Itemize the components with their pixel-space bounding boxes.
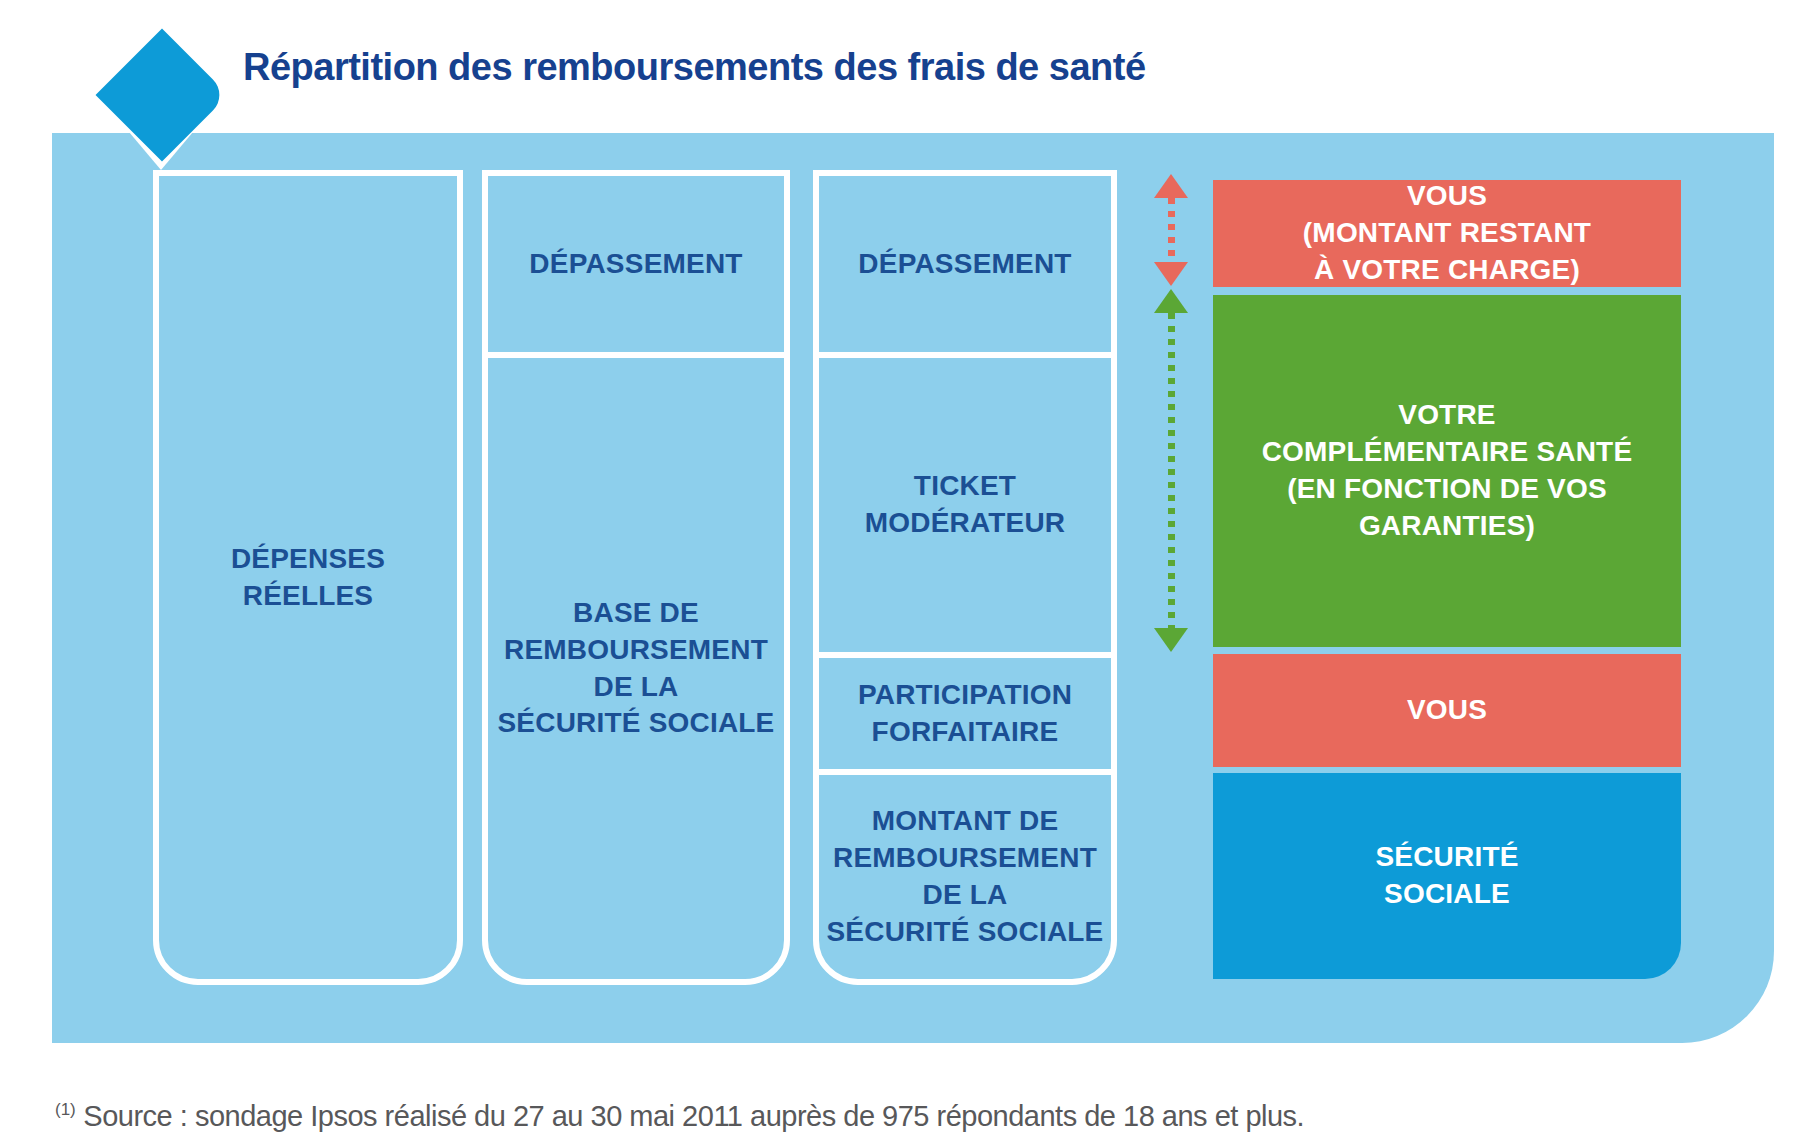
region-depenses-reelles: DÉPENSES RÉELLES [159, 176, 457, 979]
infographic-canvas: Répartition des remboursements des frais… [0, 0, 1814, 1142]
arrow-down-icon [1154, 628, 1188, 652]
column-detail-frais: DÉPASSEMENT TICKET MODÉRATEUR PARTICIPAT… [813, 170, 1117, 985]
region-participation-forfaitaire: PARTICIPATION FORFAITAIRE [819, 658, 1111, 769]
region-label: MONTANT DE REMBOURSEMENT DE LA SÉCURITÉ … [826, 803, 1103, 951]
region-label: TICKET MODÉRATEUR [865, 468, 1066, 542]
footnote-text: Source : sondage Ipsos réalisé du 27 au … [76, 1100, 1304, 1132]
dotted-line [1168, 313, 1175, 628]
payer-block-vous: VOUS [1213, 654, 1681, 767]
column-depenses-reelles: DÉPENSES RÉELLES [153, 170, 463, 985]
arrow-up-icon [1154, 174, 1188, 198]
region-label: BASE DE REMBOURSEMENT DE LA SÉCURITÉ SOC… [497, 595, 774, 743]
payer-label: VOTRE COMPLÉMENTAIRE SANTÉ (EN FONCTION … [1262, 397, 1633, 545]
source-footnote: (1) Source : sondage Ipsos réalisé du 27… [55, 1100, 1304, 1133]
page-title: Répartition des remboursements des frais… [243, 46, 1146, 89]
arrow-up-icon [1154, 289, 1188, 313]
payer-block-complementaire: VOTRE COMPLÉMENTAIRE SANTÉ (EN FONCTION … [1213, 295, 1681, 647]
range-arrow-vous-restant [1154, 174, 1188, 286]
arrow-down-icon [1154, 262, 1188, 286]
region-label: PARTICIPATION FORFAITAIRE [858, 677, 1072, 751]
payer-label: SÉCURITÉ SOCIALE [1375, 839, 1518, 913]
payer-block-vous-restant: VOUS (MONTANT RESTANT À VOTRE CHARGE) [1213, 180, 1681, 287]
payer-label: VOUS [1407, 692, 1487, 729]
dotted-line [1168, 198, 1175, 262]
region-depassement: DÉPASSEMENT [819, 176, 1111, 352]
footnote-marker: (1) [55, 1100, 76, 1119]
column-base-remboursement: DÉPASSEMENT BASE DE REMBOURSEMENT DE LA … [482, 170, 790, 985]
range-arrow-complementaire [1154, 289, 1188, 652]
region-label: DÉPASSEMENT [529, 246, 742, 283]
region-montant-remboursement: MONTANT DE REMBOURSEMENT DE LA SÉCURITÉ … [819, 775, 1111, 979]
payer-block-securite-sociale: SÉCURITÉ SOCIALE [1213, 773, 1681, 979]
region-base-remboursement: BASE DE REMBOURSEMENT DE LA SÉCURITÉ SOC… [488, 358, 784, 979]
region-ticket-moderateur: TICKET MODÉRATEUR [819, 358, 1111, 652]
region-depassement: DÉPASSEMENT [488, 176, 784, 352]
region-label: DÉPENSES RÉELLES [231, 541, 385, 615]
region-label: DÉPASSEMENT [858, 246, 1071, 283]
payer-label: VOUS (MONTANT RESTANT À VOTRE CHARGE) [1303, 178, 1591, 289]
